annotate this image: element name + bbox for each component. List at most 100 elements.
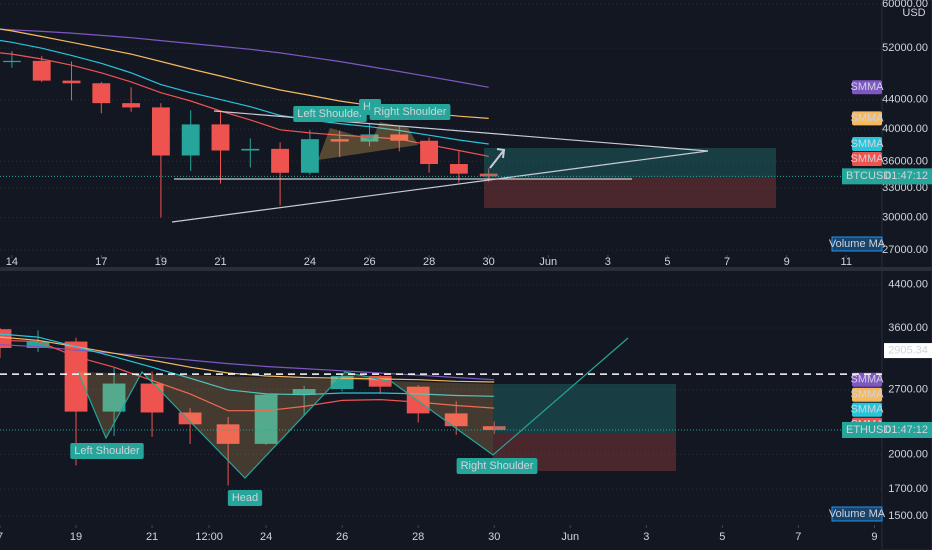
y-tick-label: 4400.00 bbox=[888, 279, 928, 291]
x-tick-label: 11 bbox=[841, 256, 852, 268]
annotation: Left Shoulder bbox=[297, 108, 363, 120]
legend-tag bbox=[852, 372, 882, 387]
candle-body bbox=[241, 148, 260, 151]
x-tick-label: 19 bbox=[70, 531, 82, 543]
x-tick-label: 14 bbox=[6, 256, 18, 268]
volume-tag bbox=[831, 236, 883, 252]
x-tick-label: 7 bbox=[724, 256, 730, 268]
panel-divider bbox=[0, 267, 932, 271]
candle-body bbox=[140, 383, 164, 413]
x-tick-label: 30 bbox=[488, 531, 500, 543]
ma-line bbox=[0, 52, 489, 157]
x-tick-label: 26 bbox=[336, 531, 348, 543]
candle-body bbox=[0, 329, 12, 348]
x-tick-label: 7 bbox=[0, 531, 3, 543]
x-tick-label: 21 bbox=[214, 256, 226, 268]
x-tick-label: Jun bbox=[561, 531, 579, 543]
target-zone bbox=[484, 148, 776, 178]
x-tick-label: 9 bbox=[871, 531, 877, 543]
candle-body bbox=[482, 426, 506, 430]
candle-body bbox=[211, 124, 230, 151]
symbol-label: ETHUSD bbox=[846, 424, 891, 436]
y-tick-label: 33000.00 bbox=[882, 182, 928, 194]
annotation-box bbox=[227, 490, 263, 506]
x-tick-label: 7 bbox=[795, 531, 801, 543]
x-tick-label: Jun bbox=[539, 256, 557, 268]
candle-body bbox=[2, 60, 21, 63]
volume-tag bbox=[831, 506, 883, 522]
annotation-box bbox=[70, 443, 144, 459]
legend-tag bbox=[852, 80, 882, 95]
legend-tag bbox=[852, 151, 882, 166]
candle-body bbox=[368, 375, 392, 387]
pattern-fill bbox=[318, 122, 418, 160]
countdown: 01:47:12 bbox=[885, 424, 928, 436]
x-tick-label: 28 bbox=[412, 531, 424, 543]
y-tick-label: 1500.00 bbox=[888, 510, 928, 522]
legend-label: SMMA bbox=[851, 81, 885, 93]
candle-body bbox=[62, 80, 81, 84]
price-tag bbox=[842, 421, 932, 438]
y-tick-label: 60000.00 bbox=[882, 0, 928, 10]
annotation: Left Shoulder bbox=[74, 445, 140, 457]
candle-body bbox=[92, 83, 111, 104]
candle-body bbox=[216, 424, 240, 444]
candle-body bbox=[390, 134, 409, 141]
arrow bbox=[489, 148, 506, 169]
candle-body bbox=[271, 148, 290, 173]
stop-zone bbox=[484, 178, 776, 208]
x-tick-label: 12:00 bbox=[195, 531, 223, 543]
price-tag bbox=[842, 168, 932, 185]
annotation: Head bbox=[232, 492, 258, 504]
candle-body bbox=[330, 375, 354, 390]
legend-label: SMMA bbox=[851, 404, 885, 416]
candle-body bbox=[330, 139, 349, 142]
x-tick-label: 5 bbox=[719, 531, 725, 543]
volume-label: Volume MA bbox=[829, 508, 886, 520]
target-zone bbox=[493, 384, 676, 433]
candle-body bbox=[444, 413, 468, 427]
x-tick-label: 24 bbox=[304, 256, 316, 268]
candle-body bbox=[178, 412, 202, 425]
ma-line bbox=[0, 28, 489, 88]
ma-line bbox=[0, 39, 489, 145]
x-tick-label: 21 bbox=[146, 531, 158, 543]
x-tick-label: 24 bbox=[260, 531, 272, 543]
x-tick-label: 3 bbox=[605, 256, 611, 268]
legend-label: SMMA bbox=[851, 153, 885, 165]
y-tick-label: 40000.00 bbox=[882, 123, 928, 135]
candle-body bbox=[64, 341, 88, 412]
candle-body bbox=[300, 139, 319, 173]
x-tick-label: 30 bbox=[483, 256, 495, 268]
level-label: 2905.34 bbox=[888, 344, 928, 356]
y-tick-label: 27000.00 bbox=[882, 244, 928, 256]
legend-label: SMMA bbox=[851, 389, 885, 401]
candle-body bbox=[32, 60, 51, 81]
y-tick-label: 2700.00 bbox=[888, 384, 928, 396]
candle-body bbox=[151, 107, 170, 156]
ma-line bbox=[0, 339, 495, 412]
pattern-line bbox=[77, 337, 629, 479]
x-tick-label: 5 bbox=[664, 256, 670, 268]
annotation-box bbox=[456, 458, 538, 474]
legend-tag bbox=[852, 136, 882, 151]
x-tick-label: 17 bbox=[95, 256, 107, 268]
candle-body bbox=[292, 389, 316, 395]
y-tick-label: 52000.00 bbox=[882, 42, 928, 54]
ma-line bbox=[0, 333, 495, 397]
y-tick-label: 36000.00 bbox=[882, 155, 928, 167]
annotation-box bbox=[293, 106, 367, 122]
y-tick-label: 1700.00 bbox=[888, 483, 928, 495]
annotation-box bbox=[369, 104, 451, 120]
legend-label: SMMA bbox=[851, 138, 885, 150]
level-tag bbox=[884, 343, 932, 359]
x-tick-label: 9 bbox=[784, 256, 790, 268]
candle-body bbox=[122, 103, 141, 108]
x-tick-label: 3 bbox=[643, 531, 649, 543]
y-tick-label: 3600.00 bbox=[888, 322, 928, 334]
price-axis bbox=[881, 0, 932, 550]
volume-label: Volume MA bbox=[829, 238, 886, 250]
y-tick-label: 2000.00 bbox=[888, 448, 928, 460]
y-tick-label: 30000.00 bbox=[882, 212, 928, 224]
